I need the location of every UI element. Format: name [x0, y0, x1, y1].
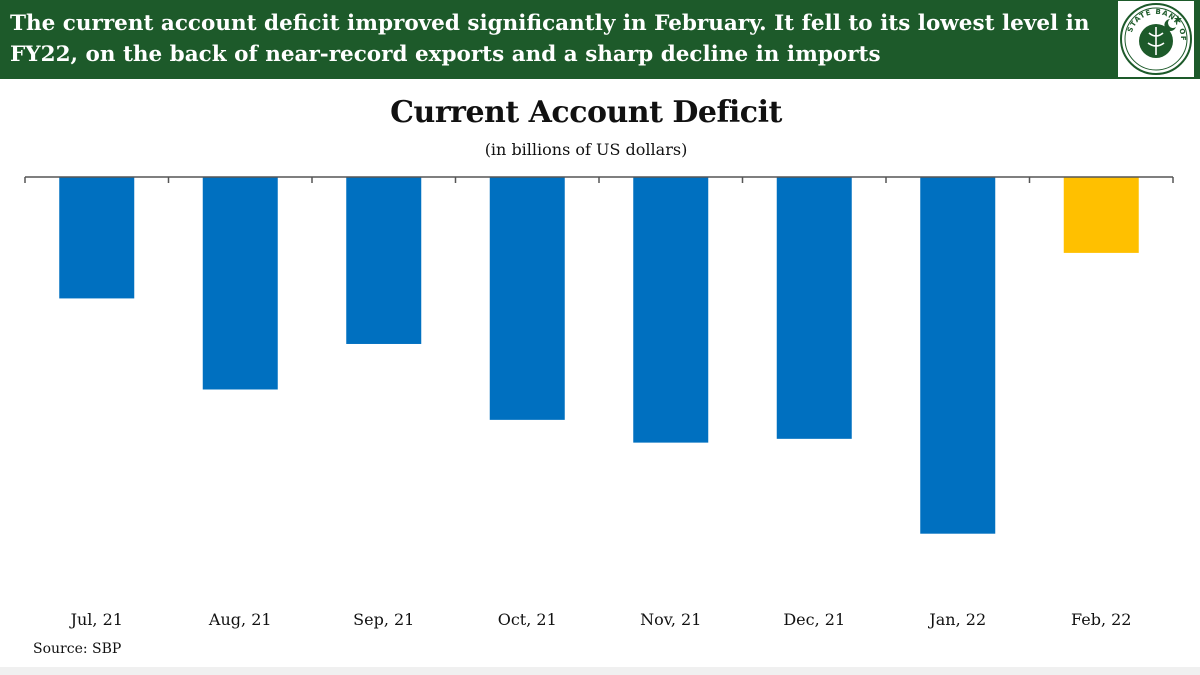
headline-banner: The current account deficit improved sig… [0, 0, 1200, 79]
headline-text: The current account deficit improved sig… [10, 11, 1090, 67]
x-tick-label: Nov, 21 [640, 610, 701, 629]
bar-jan-22 [920, 177, 996, 534]
bar-sep-21 [346, 177, 422, 344]
x-tick-label: Feb, 22 [1071, 610, 1131, 629]
x-tick-label: Oct, 21 [498, 610, 557, 629]
bar-nov-21 [633, 177, 709, 443]
source-note: Source: SBP [33, 641, 122, 657]
x-tick-label: Jan, 22 [927, 610, 986, 629]
state-bank-of-pakistan-logo: STATE BANK OF PAKISTAN [1115, 0, 1194, 77]
x-tick-label: Sep, 21 [353, 610, 414, 629]
x-tick-label: Dec, 21 [783, 610, 845, 629]
x-axis [24, 176, 1174, 183]
bar-dec-21 [776, 177, 852, 439]
bar-oct-21 [489, 177, 565, 420]
x-tick-labels: Jul, 21 Aug, 21 Sep, 21 Oct, 21 Nov, 21 Dec, … [69, 610, 1132, 629]
bars [59, 177, 1139, 534]
bottom-strip [0, 667, 1200, 675]
bar-jul-21 [59, 177, 135, 299]
x-tick-label: Jul, 21 [69, 610, 123, 629]
bar-feb-22 [1063, 177, 1139, 253]
chart-title: Current Account Deficit [390, 95, 782, 130]
bar-aug-21 [202, 177, 278, 390]
chart-subtitle: (in billions of US dollars) [484, 140, 688, 159]
x-tick-label: Aug, 21 [208, 610, 272, 629]
